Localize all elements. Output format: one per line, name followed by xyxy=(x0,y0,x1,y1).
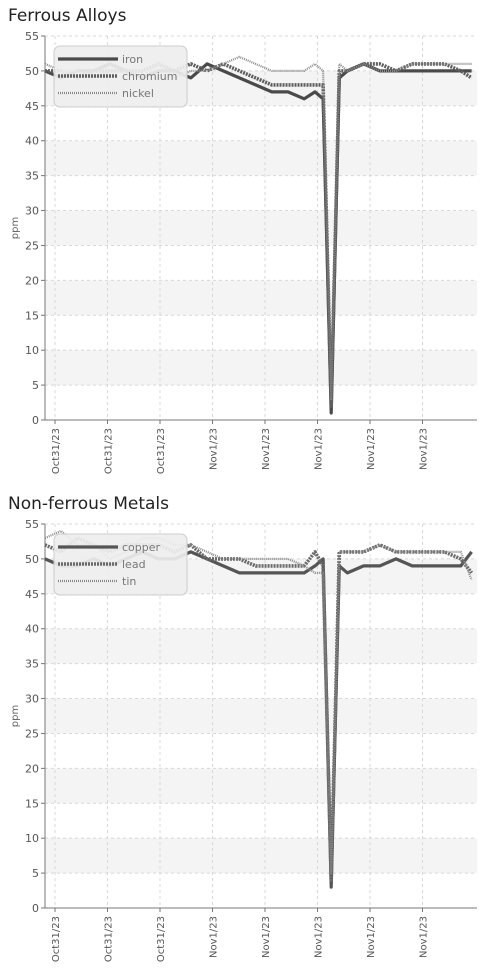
x-tick-label: Oct31/23 xyxy=(104,428,115,474)
y-tick-label: 35 xyxy=(25,658,39,671)
y-tick-label: 40 xyxy=(25,623,39,636)
y-tick-label: 20 xyxy=(25,762,39,775)
y-tick-label: 15 xyxy=(25,309,39,322)
x-tick-label: Nov1/23 xyxy=(314,428,325,470)
y-tick-label: 55 xyxy=(25,30,39,43)
non-ferrous-metals-chart: 0 5 10 15 20 25 30 35 40 45 50 55 Oct31/23 Oct31/23 Oc… xyxy=(10,518,477,962)
y-tick-label: 20 xyxy=(25,274,39,287)
y-tick-label: 10 xyxy=(25,344,39,357)
x-tick-label: Oct31/23 xyxy=(51,428,62,474)
chart-title: Ferrous Alloys xyxy=(8,6,127,26)
grid-band xyxy=(45,838,477,874)
grid-band xyxy=(45,210,477,246)
grid-band xyxy=(45,698,477,734)
y-tick-label: 0 xyxy=(32,902,39,915)
legend-label-copper: copper xyxy=(122,541,161,554)
grid-bands xyxy=(45,558,477,874)
y-tick-label: 0 xyxy=(32,414,39,427)
x-tick-label: Nov1/23 xyxy=(209,428,220,470)
grid-band xyxy=(45,628,477,664)
legend-box xyxy=(53,45,188,108)
legend-label-lead: lead xyxy=(122,558,146,571)
x-tick-label: Oct31/23 xyxy=(156,428,167,474)
legend-label-chromium: chromium xyxy=(122,70,178,83)
x-tick-label: Oct31/23 xyxy=(51,916,62,962)
x-tick-label: Nov1/23 xyxy=(419,428,430,470)
legend: copper lead tin xyxy=(53,533,188,596)
chart-title: Non-ferrous Metals xyxy=(8,494,170,514)
y-tick-label: 30 xyxy=(25,693,39,706)
series-line-tin xyxy=(44,529,473,875)
y-tick-label: 15 xyxy=(25,797,39,810)
y-tick-label: 40 xyxy=(25,135,39,148)
grid-band xyxy=(45,350,477,386)
x-tick-label: Nov1/23 xyxy=(261,916,272,958)
grid-band xyxy=(45,140,477,176)
y-tick-label: 45 xyxy=(25,588,39,601)
y-tick-label: 5 xyxy=(32,867,39,880)
ferrous-alloys-panel: Ferrous Alloys 0 5 10 15 20 25 30 35 40 45 50 55 Oct… xyxy=(0,0,479,487)
legend-label-tin: tin xyxy=(122,575,136,588)
legend-label-nickel: nickel xyxy=(122,87,154,100)
legend-label-iron: iron xyxy=(122,53,143,66)
y-tick-label: 35 xyxy=(25,170,39,183)
y-tick-label: 25 xyxy=(25,727,39,740)
x-tick-label: Oct31/23 xyxy=(156,916,167,962)
grid-bands xyxy=(45,70,477,386)
y-tick-label: 30 xyxy=(25,205,39,218)
y-axis-label: ppm xyxy=(10,217,21,239)
x-tick-label: Nov1/23 xyxy=(261,428,272,470)
y-tick-label: 45 xyxy=(25,100,39,113)
grid-band xyxy=(45,280,477,316)
x-tick-label: Nov1/23 xyxy=(209,916,220,958)
y-axis-label: ppm xyxy=(10,705,21,727)
ferrous-alloys-chart: 0 5 10 15 20 25 30 35 40 45 50 55 Oct31/23 Oct31/23 Oc… xyxy=(10,30,477,474)
x-tick-label: Nov1/23 xyxy=(366,916,377,958)
y-tick-label: 50 xyxy=(25,553,39,566)
y-tick-label: 50 xyxy=(25,65,39,78)
legend-box xyxy=(53,533,188,596)
y-tick-label: 55 xyxy=(25,518,39,531)
y-tick-label: 10 xyxy=(25,832,39,845)
x-tick-label: Oct31/23 xyxy=(104,916,115,962)
non-ferrous-metals-panel: Non-ferrous Metals 0 5 10 15 20 25 30 35 40 45 50 5… xyxy=(0,488,479,975)
legend: iron chromium nickel xyxy=(53,45,188,108)
x-tick-label: Nov1/23 xyxy=(366,428,377,470)
x-tick-label: Nov1/23 xyxy=(314,916,325,958)
grid-band xyxy=(45,768,477,804)
y-tick-label: 5 xyxy=(32,379,39,392)
x-tick-label: Nov1/23 xyxy=(419,916,430,958)
y-tick-label: 25 xyxy=(25,239,39,252)
